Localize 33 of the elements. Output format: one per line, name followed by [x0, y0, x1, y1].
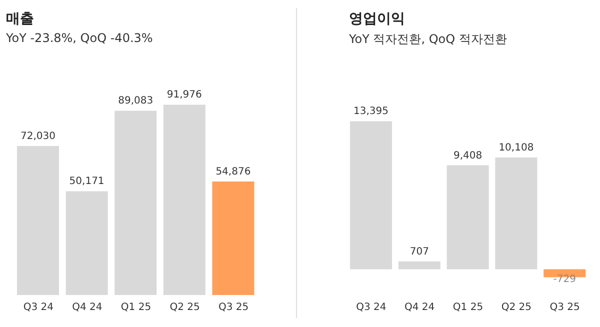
chart-subtitle: YoY -23.8%, QoQ -40.3%: [6, 31, 153, 45]
chart-title: 매출: [6, 10, 34, 28]
x-tick-label: Q2 25: [501, 302, 532, 314]
data-label: 707: [410, 246, 429, 258]
x-tick-label: Q3 25: [550, 302, 580, 314]
bar: [212, 181, 254, 295]
bar: [495, 158, 538, 270]
x-tick-label: Q1 25: [120, 302, 152, 314]
x-tick-label: Q4 24: [404, 302, 435, 314]
x-tick-label: Q3 25: [218, 302, 249, 314]
data-label: 10,108: [498, 142, 534, 154]
chart-title: 영업이익: [349, 10, 405, 28]
data-label: 89,083: [118, 96, 154, 107]
bar: [398, 261, 440, 270]
bar: [114, 110, 157, 295]
x-tick-label: Q4 24: [72, 302, 102, 314]
bar: [350, 121, 392, 270]
data-label: 54,876: [216, 166, 251, 178]
x-tick-label: Q1 25: [452, 302, 484, 314]
bar: [163, 104, 206, 295]
data-label: -729: [553, 274, 576, 286]
data-label: 72,030: [20, 130, 56, 142]
bar: [446, 165, 489, 270]
data-label: 13,395: [354, 106, 388, 118]
data-label: 50,171: [69, 176, 104, 188]
data-label: 91,976: [166, 90, 202, 101]
x-tick-label: Q3 24: [23, 302, 54, 314]
data-label: 9,408: [453, 150, 482, 162]
bar: [66, 191, 108, 295]
chart-subtitle: YoY 적자전환, QoQ 적자전환: [349, 31, 507, 48]
x-tick-label: Q2 25: [170, 302, 200, 314]
bar: [17, 146, 59, 295]
x-tick-label: Q3 24: [356, 302, 386, 314]
